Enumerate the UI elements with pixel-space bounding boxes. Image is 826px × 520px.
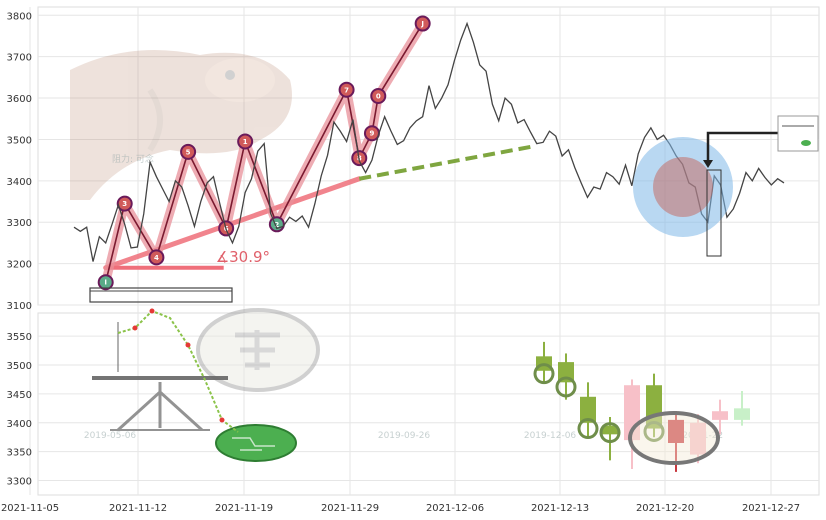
wave-point-marker xyxy=(97,274,114,291)
faded-date: 2019-09-26 xyxy=(378,431,431,441)
circuit-badge-illustration xyxy=(215,424,297,462)
price-y-tick: 3500 xyxy=(7,135,32,146)
faded-date: 2019-05-06 xyxy=(84,431,137,441)
wave-point-label: 7 xyxy=(344,86,349,94)
price-y-tick: 3800 xyxy=(7,11,32,22)
faded-date: 2019-12-06 xyxy=(524,431,577,441)
candle-ring-marker xyxy=(533,363,555,385)
price-y-tick: 3600 xyxy=(7,94,32,105)
seal-watermark xyxy=(196,308,320,392)
resistance-watermark-text: 阻力: 可念 xyxy=(112,153,154,165)
candle-body xyxy=(712,411,728,420)
candlestick-layer xyxy=(533,341,750,472)
dog-watermark-illustration xyxy=(70,50,292,200)
price-y-tick: 3400 xyxy=(7,177,32,188)
mini-curve-overlay xyxy=(117,308,239,433)
arrow-annotation xyxy=(703,131,778,257)
candle-ring-marker xyxy=(643,420,665,442)
candle-ring-marker xyxy=(599,422,621,444)
wave-point-label: 2 xyxy=(274,221,279,229)
x-tick-label: 2021-12-06 xyxy=(426,503,484,514)
candle-ring-marker xyxy=(577,418,599,440)
candle-y-tick: 3450 xyxy=(7,390,32,401)
candle-body xyxy=(734,408,750,420)
angle-label: ∡30.9° xyxy=(216,248,270,266)
support-projection-dashed xyxy=(358,144,531,181)
wave-point-marker xyxy=(116,195,133,212)
wave-point-marker xyxy=(180,143,197,160)
thumbnail-widget[interactable] xyxy=(777,115,819,152)
x-tick-label: 2021-11-19 xyxy=(215,503,273,514)
wave-point-label: 0 xyxy=(376,92,381,100)
wave-point-marker xyxy=(148,249,165,266)
wave-point-label: 5 xyxy=(186,148,191,156)
balance-scale-illustration xyxy=(92,376,228,432)
x-tick-label: 2021-11-05 xyxy=(1,503,59,514)
candle-body xyxy=(668,419,684,443)
price-y-tick: 3200 xyxy=(7,260,32,271)
grid-lines xyxy=(29,7,819,495)
wave-point-marker xyxy=(338,81,355,98)
price-line xyxy=(73,21,785,262)
wave-point-marker xyxy=(237,133,254,150)
candle-body xyxy=(580,396,596,423)
platform-slab xyxy=(89,287,233,303)
x-tick-label: 2021-12-27 xyxy=(742,503,800,514)
wave-point-marker xyxy=(414,15,431,32)
candle-y-tick: 3500 xyxy=(7,361,32,372)
wave-point-label: 3 xyxy=(122,200,127,208)
wave-point-label: 1 xyxy=(243,138,248,146)
x-tick-label: 2021-12-20 xyxy=(636,503,694,514)
candle-y-tick: 3350 xyxy=(7,448,32,459)
price-y-tick: 3100 xyxy=(7,301,32,312)
wave-point-label: 4 xyxy=(154,254,159,262)
blue-highlight-circle xyxy=(633,137,733,237)
candle-body xyxy=(602,425,618,435)
wave-point-label: 9 xyxy=(370,130,375,138)
candle-body xyxy=(690,422,706,455)
candle-highlight-ellipse xyxy=(628,411,720,465)
candle-ring-marker xyxy=(555,376,577,398)
price-y-tick: 3300 xyxy=(7,218,32,229)
wave-point-label: I xyxy=(104,279,107,287)
wave-point-label: J xyxy=(420,20,424,28)
x-tick-label: 2021-11-29 xyxy=(321,503,379,514)
candle-y-tick: 3550 xyxy=(7,332,32,343)
candle-panel xyxy=(37,312,820,496)
x-tick-label: 2021-11-12 xyxy=(109,503,167,514)
candle-y-tick: 3400 xyxy=(7,419,32,430)
candle-y-tick: 3300 xyxy=(7,477,32,488)
price-y-tick: 3700 xyxy=(7,53,32,64)
axis-labels: 3100320033003400350036003700380033003350… xyxy=(1,11,800,514)
wave-point-marker xyxy=(370,87,387,104)
x-tick-label: 2021-12-13 xyxy=(531,503,589,514)
price-series-layer xyxy=(73,21,785,262)
